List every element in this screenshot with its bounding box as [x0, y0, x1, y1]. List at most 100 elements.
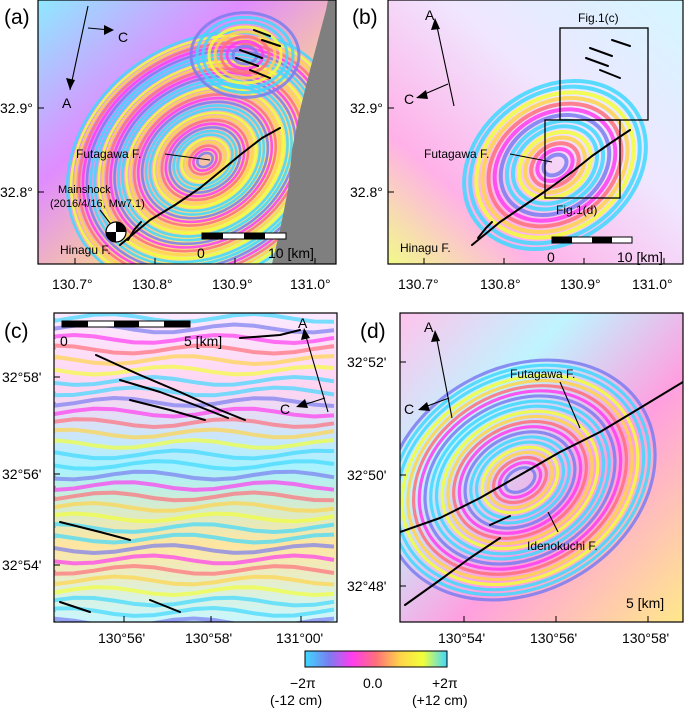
x-tick-label: 130°58'	[185, 630, 232, 646]
y-tick-label: 32°52'	[347, 354, 386, 370]
fringe-ring	[117, 78, 293, 242]
colorbar-max-sub: (+12 cm)	[412, 692, 468, 708]
mainshock-label: Mainshock	[58, 184, 111, 196]
fringe-ring	[446, 414, 594, 546]
x-tick-label: 130.7°	[398, 276, 439, 292]
fringe-ring	[172, 129, 238, 191]
colorbar-min-sub: (-12 cm)	[270, 692, 322, 708]
panel-label: (d)	[360, 320, 386, 343]
colorbar-gradient	[304, 650, 448, 668]
x-tick-label: 131.0°	[290, 276, 331, 292]
focal-mechanism-icon	[105, 221, 127, 243]
x-tick-label: 130.8°	[132, 276, 173, 292]
fringe-ring	[492, 107, 618, 223]
fringe-band	[54, 406, 335, 419]
fringe-ring	[195, 15, 295, 95]
futagawa-fault-line	[471, 129, 631, 246]
x-axis: 130.7° 130.8° 130.9° 131.0°	[52, 258, 331, 292]
scale-end: 5 [km]	[184, 333, 222, 349]
y-axis: 32°58' 32°56' 32°54'	[2, 369, 60, 573]
fault-label: Futagawa F.	[510, 367, 575, 381]
arrow-c-label: C	[280, 401, 290, 417]
fringe-band	[54, 542, 335, 556]
fringe-ring	[423, 394, 617, 566]
fringe-ring	[164, 122, 246, 198]
fringe-ring	[184, 140, 226, 180]
fringe-band	[54, 511, 335, 524]
fringe-band	[54, 616, 335, 622]
x-tick-label: 130.7°	[52, 276, 93, 292]
fringe-ring	[517, 129, 593, 201]
scale-zero: 0	[60, 333, 68, 349]
x-axis: 130°56' 130°58' 131°00'	[98, 616, 323, 646]
fringe-ring	[523, 135, 587, 195]
fault-label: Futagawa F.	[76, 147, 141, 161]
fig-1d-box	[544, 119, 621, 199]
fringe-ring	[136, 96, 274, 224]
y-tick-label: 32°58'	[2, 369, 41, 385]
fringe-ring	[400, 368, 646, 592]
fringe-ring	[231, 44, 259, 66]
fringe-ring	[497, 460, 543, 500]
fringe-ring	[429, 399, 611, 561]
idenokuchi-fault-line	[404, 515, 511, 606]
aso-fault-traces	[585, 39, 631, 79]
y-tick-label: 32°48'	[347, 578, 386, 594]
fringe-ring	[160, 118, 250, 202]
y-tick-label: 32.8°	[350, 184, 383, 200]
fringe-band	[54, 553, 335, 566]
scale-bar	[61, 320, 191, 328]
fringe-ring	[140, 100, 270, 220]
fringe-ring	[468, 84, 642, 246]
x-tick-label: 131.0°	[632, 276, 673, 292]
fringe-ring	[105, 67, 305, 253]
fringe-ring	[144, 104, 266, 216]
fringe-band	[54, 374, 335, 387]
hinagu-fault-line	[127, 221, 142, 241]
fringe-ring	[440, 409, 600, 551]
fringe-ring	[196, 151, 214, 169]
fringe-ring	[176, 133, 234, 187]
fringe-ring	[462, 79, 648, 251]
panel-label: (a)	[4, 6, 30, 29]
y-tick-label: 32°56'	[2, 466, 41, 482]
fringe-band	[54, 563, 335, 576]
fringe-band	[54, 532, 335, 545]
fringe-band	[54, 521, 335, 535]
fringe-ring	[452, 419, 588, 541]
fringe-ring	[510, 124, 600, 206]
scale-end: 10 [km]	[617, 249, 663, 265]
arrow-c-label: C	[404, 401, 414, 417]
fringe-ring	[129, 89, 281, 231]
fig-1c-label: Fig.1(c)	[578, 11, 619, 25]
fringe-band	[54, 595, 335, 608]
fringe-band	[54, 448, 335, 461]
fringe-ring	[156, 115, 254, 205]
fringe-ring	[188, 144, 222, 176]
fringe-band	[54, 480, 335, 493]
fringe-ring	[201, 20, 289, 90]
fault2-label: Idenokuchi F.	[527, 539, 598, 553]
arrow-c-label: C	[118, 29, 128, 45]
fringe-band	[54, 459, 335, 472]
arrow-c-label: C	[404, 91, 414, 107]
fringe-ring	[400, 363, 651, 597]
interferogram-fringes	[400, 358, 657, 602]
panel-label: (b)	[352, 6, 378, 29]
fringe-ring	[109, 71, 301, 249]
y-tick-label: 32°50'	[347, 467, 386, 483]
fault-traces	[59, 329, 301, 613]
panel-b: Fig.1(c) Fig.1(d) A C (b) Futagawa F. Hi…	[350, 0, 684, 292]
fringe-band	[54, 364, 335, 377]
fringe-ring	[189, 11, 301, 99]
arrow-a-label: A	[425, 7, 435, 23]
fringe-ring	[213, 30, 277, 80]
y-tick-label: 32.9°	[350, 100, 383, 116]
y-axis: 32°52' 32°50' 32°48'	[347, 354, 406, 594]
fringe-band	[54, 332, 335, 346]
fringe-ring	[406, 378, 634, 582]
fringe-ring	[152, 111, 258, 209]
y-axis: 32.9° 32.8°	[0, 100, 44, 200]
fringe-ring	[89, 52, 321, 264]
